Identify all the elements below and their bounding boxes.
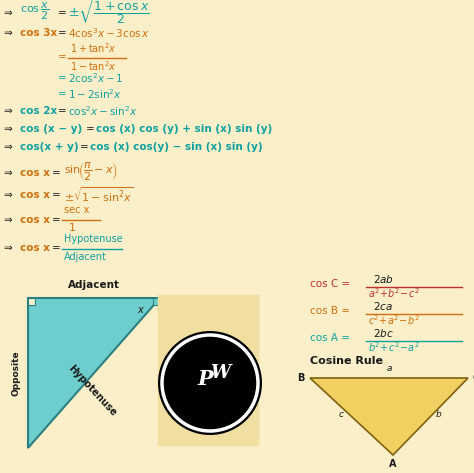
Text: $\pm\sqrt{1-\sin^2\!x}$: $\pm\sqrt{1-\sin^2\!x}$ [64, 186, 134, 204]
Text: sec x: sec x [64, 205, 90, 215]
Text: C: C [473, 373, 474, 383]
Polygon shape [310, 378, 468, 455]
Text: cos x: cos x [20, 243, 50, 253]
Text: P: P [197, 369, 213, 389]
Text: $\pm\sqrt{\dfrac{1+\cos x}{2}}$: $\pm\sqrt{\dfrac{1+\cos x}{2}}$ [68, 0, 153, 26]
Text: =: = [52, 243, 61, 253]
Text: ⇒: ⇒ [3, 168, 12, 178]
Text: $2\cos^2\!x - 1$: $2\cos^2\!x - 1$ [68, 71, 124, 85]
Text: ⇒: ⇒ [3, 124, 12, 134]
Text: $a^2\!+\!b^2\!-\!c^2$: $a^2\!+\!b^2\!-\!c^2$ [368, 286, 419, 300]
Text: $1 + \tan^2\!x$: $1 + \tan^2\!x$ [70, 41, 117, 55]
Polygon shape [28, 298, 160, 448]
Text: ⇒: ⇒ [3, 190, 12, 200]
Text: $1 - \tan^2\!x$: $1 - \tan^2\!x$ [70, 59, 117, 73]
Polygon shape [153, 298, 160, 305]
Text: $2ca$: $2ca$ [373, 300, 393, 312]
Text: $\cos^2\!x - \sin^2\!x$: $\cos^2\!x - \sin^2\!x$ [68, 104, 137, 118]
Text: Cosine Rule: Cosine Rule [310, 356, 383, 366]
Text: cos 3x: cos 3x [20, 28, 57, 38]
Text: =: = [58, 89, 67, 99]
Text: cos (x) cos(y) − sin (x) sin (y): cos (x) cos(y) − sin (x) sin (y) [90, 142, 263, 152]
Text: =: = [58, 52, 67, 62]
Ellipse shape [165, 338, 255, 428]
Ellipse shape [162, 335, 258, 431]
Text: cos x: cos x [20, 190, 50, 200]
Text: =: = [52, 168, 61, 178]
Ellipse shape [158, 331, 262, 435]
Text: cos 2x: cos 2x [20, 106, 57, 116]
Text: $b^2\!+\!c^2\!-\!a^2$: $b^2\!+\!c^2\!-\!a^2$ [368, 340, 419, 354]
FancyBboxPatch shape [158, 295, 258, 445]
Text: cos A =: cos A = [310, 333, 350, 343]
Text: a: a [386, 363, 392, 373]
Text: 1: 1 [69, 223, 75, 233]
Text: cos(x + y): cos(x + y) [20, 142, 79, 152]
Text: cos B =: cos B = [310, 306, 350, 316]
Text: ⇒: ⇒ [3, 243, 12, 253]
Text: ⇒: ⇒ [3, 106, 12, 116]
Text: cos x: cos x [20, 215, 50, 225]
Text: $1 - 2\sin^2\!x$: $1 - 2\sin^2\!x$ [68, 87, 122, 101]
Text: =: = [80, 142, 89, 152]
Text: =: = [52, 215, 61, 225]
Text: cos C =: cos C = [310, 279, 350, 289]
Text: $\mathrm{cos}\,\dfrac{x}{2}$: $\mathrm{cos}\,\dfrac{x}{2}$ [20, 0, 50, 22]
Text: $2bc$: $2bc$ [373, 327, 394, 339]
Text: W: W [210, 364, 230, 382]
Text: ⇒: ⇒ [3, 8, 12, 18]
Text: ⇒: ⇒ [3, 142, 12, 152]
Text: =: = [58, 8, 67, 18]
Text: Hypotenuse: Hypotenuse [66, 364, 118, 419]
Text: =: = [58, 73, 67, 83]
Text: =: = [58, 28, 67, 38]
Text: =: = [52, 190, 61, 200]
Text: x: x [137, 305, 143, 315]
Text: B: B [297, 373, 305, 383]
Text: Adjacent: Adjacent [68, 280, 120, 290]
Text: b: b [436, 410, 441, 419]
Text: cos (x − y): cos (x − y) [20, 124, 82, 134]
Text: $c^2\!+\!a^2\!-\!b^2$: $c^2\!+\!a^2\!-\!b^2$ [368, 313, 419, 327]
Text: c: c [339, 410, 344, 419]
Text: $\mathrm{sin}\!\left(\dfrac{\pi}{2}-x\right)$: $\mathrm{sin}\!\left(\dfrac{\pi}{2}-x\ri… [64, 160, 118, 182]
Text: cos x: cos x [20, 168, 50, 178]
Text: $4\cos^3\!x - 3\cos x$: $4\cos^3\!x - 3\cos x$ [68, 26, 150, 40]
Text: =: = [86, 124, 95, 134]
Polygon shape [28, 298, 35, 305]
Text: ⇒: ⇒ [3, 215, 12, 225]
Text: cos (x) cos (y) + sin (x) sin (y): cos (x) cos (y) + sin (x) sin (y) [96, 124, 272, 134]
Text: Opposite: Opposite [11, 350, 20, 396]
Text: Hypotenuse: Hypotenuse [64, 234, 123, 244]
Text: ⇒: ⇒ [3, 28, 12, 38]
Text: $2ab$: $2ab$ [373, 273, 394, 285]
Text: A: A [389, 459, 397, 469]
Text: Adjacent: Adjacent [64, 252, 107, 262]
Text: =: = [58, 106, 67, 116]
